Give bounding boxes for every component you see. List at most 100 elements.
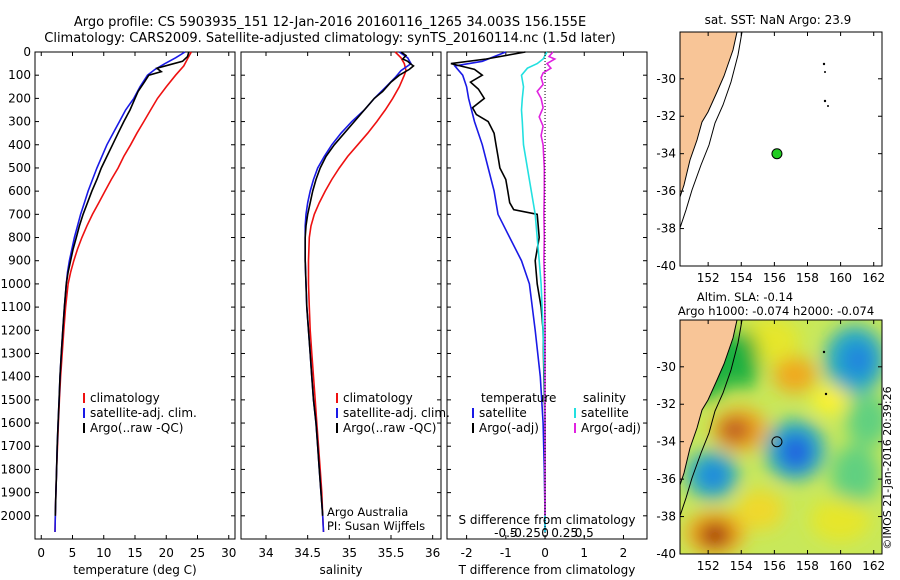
sla-map-axes: 152 154 156 158 160 162 -30 -32 -34 -36 -38 -40: [656, 320, 885, 573]
sst-land: [680, 32, 738, 198]
x-tick-label: 36: [425, 546, 440, 560]
map-x-tick-label: 156: [763, 271, 786, 285]
map-y-tick-label: -34: [656, 435, 676, 449]
sla-shelf-contour: [680, 320, 743, 517]
sst-island: [822, 62, 826, 66]
map-y-tick-label: -36: [656, 184, 676, 198]
sla-map-subtitle: Argo h1000: -0.074 h2000: -0.074: [678, 304, 874, 318]
temperature-panel: [34, 51, 236, 540]
difference-chart: -2 -1 0 1 2 -0.5-0.25 0 0.250.5 temperature salin…: [447, 51, 647, 560]
series-t-argo: [450, 51, 546, 516]
sst-shelf-contour: [680, 32, 743, 229]
s-tick-label: 0.5: [575, 526, 594, 540]
t-diff-xlabel: T difference from climatology: [458, 563, 636, 577]
legend-header: temperature: [481, 391, 556, 405]
legend-label: Argo(-adj): [581, 421, 641, 435]
s-tick-label: -0.5: [494, 526, 517, 540]
sst-island: [824, 71, 826, 73]
map-y-tick-label: -36: [656, 472, 676, 486]
x-tick-label: 1: [580, 546, 588, 560]
y-tick-label: 1300: [0, 346, 31, 360]
y-tick-label: 100: [8, 68, 31, 82]
float-location-marker: [771, 436, 783, 448]
map-y-tick-label: -32: [656, 397, 676, 411]
sla-island: [822, 350, 826, 354]
map-x-tick-label: 152: [697, 559, 720, 573]
x-tick-label: 30: [221, 546, 236, 560]
map-x-tick-label: 158: [796, 559, 819, 573]
s-diff-xlabel: S difference from climatology: [459, 513, 636, 527]
map-y-tick-label: -34: [656, 147, 676, 161]
s-tick-label: -0.25: [510, 526, 541, 540]
y-tick-label: 1800: [0, 462, 31, 476]
y-tick-label: 300: [8, 115, 31, 129]
x-tick-label: 35: [342, 546, 357, 560]
y-tick-label: 2000: [0, 509, 31, 523]
sst-map-axes: 152 154 156 158 160 162 -30 -32 -34 -36 -38 -40: [656, 32, 885, 285]
legend-label: Argo(..raw -QC): [343, 421, 436, 435]
y-tick-label: 1900: [0, 486, 31, 500]
map-y-tick-label: -30: [656, 360, 676, 374]
imos-watermark: ©IMOS 21-Jan-2016 20:39:26: [881, 386, 894, 549]
y-tick-label: 800: [8, 231, 31, 245]
y-tick-label: 900: [8, 254, 31, 268]
map-x-tick-label: 160: [829, 559, 852, 573]
x-tick-label: 10: [96, 546, 111, 560]
x-tick-label: 5: [69, 546, 77, 560]
sst-island: [823, 99, 827, 103]
map-x-tick-label: 162: [862, 559, 885, 573]
sla-map: [679, 319, 883, 555]
title-line-2: Climatology: CARS2009. Satellite-adjuste…: [44, 31, 616, 46]
y-tick-label: 500: [8, 161, 31, 175]
salinity-panel: [240, 51, 442, 540]
x-tick-label: 15: [127, 546, 142, 560]
map-y-tick-label: -32: [656, 109, 676, 123]
salinity-chart: 34 34.5 35 35.5 36 climatologysatellite-adj. …: [241, 51, 450, 560]
y-tick-label: 400: [8, 138, 31, 152]
map-y-tick-label: -40: [656, 547, 676, 561]
series-argo: [304, 51, 415, 516]
y-tick-label: 600: [8, 184, 31, 198]
sst-map-title: sat. SST: NaN Argo: 23.9: [705, 13, 852, 27]
salinity-xlabel: salinity: [319, 563, 362, 577]
x-tick-label: 2: [620, 546, 628, 560]
float-location-marker: [771, 148, 783, 160]
difference-panel: [446, 51, 648, 540]
y-tick-label: 1200: [0, 323, 31, 337]
map-y-tick-label: -40: [656, 259, 676, 273]
map-y-tick-label: -30: [656, 72, 676, 86]
legend-header: salinity: [583, 391, 626, 405]
title-line-1: Argo profile: CS 5903935_151 12-Jan-2016…: [74, 15, 586, 30]
x-tick-label: 20: [159, 546, 174, 560]
y-tick-label: 1100: [0, 300, 31, 314]
map-x-tick-label: 162: [862, 271, 885, 285]
legend-label: Argo(-adj): [479, 421, 539, 435]
map-x-tick-label: 160: [829, 271, 852, 285]
x-tick-label: -1: [500, 546, 512, 560]
map-y-tick-label: -38: [656, 510, 676, 524]
series-t-satellite: [453, 51, 546, 532]
series-s-satellite: [520, 51, 548, 532]
x-tick-label: 0: [37, 546, 45, 560]
y-tick-label: 1400: [0, 370, 31, 384]
y-tick-label: 1000: [0, 277, 31, 291]
pi-text: PI: Susan Wijffels: [327, 519, 425, 533]
y-tick-label: 1500: [0, 393, 31, 407]
sst-island: [827, 105, 829, 107]
y-tick-label: 1700: [0, 439, 31, 453]
x-tick-label: 0: [541, 546, 549, 560]
temperature-xlabel: temperature (deg C): [73, 563, 196, 577]
x-tick-label: 35.5: [378, 546, 405, 560]
legend-label: satellite-adj. clim.: [343, 406, 450, 420]
s-tick-label: 0.25: [551, 526, 578, 540]
map-x-tick-label: 158: [796, 271, 819, 285]
legend-label: Argo(..raw -QC): [90, 421, 183, 435]
s-tick-label: 0: [541, 526, 549, 540]
x-tick-label: 25: [190, 546, 205, 560]
x-tick-label: 34: [258, 546, 273, 560]
map-x-tick-label: 154: [730, 559, 753, 573]
credit-text: Argo Australia: [327, 505, 408, 519]
legend-label: climatology: [343, 391, 413, 405]
sla-map-title: Altim. SLA: -0.14: [697, 290, 793, 304]
